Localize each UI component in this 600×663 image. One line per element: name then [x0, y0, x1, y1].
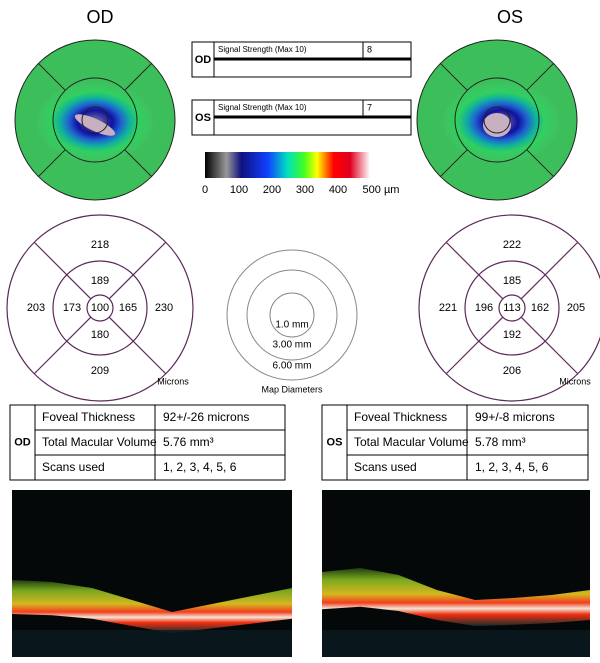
scale-label: 0 — [202, 184, 208, 196]
map-ring — [81, 106, 109, 134]
table-label: Total Macular Volume — [354, 435, 469, 449]
map-ring — [52, 77, 138, 163]
table-frame — [9, 404, 286, 481]
map-spoke — [526, 149, 554, 177]
grid-spoke — [445, 241, 504, 300]
scan-noise — [12, 630, 292, 657]
color-scale — [205, 152, 370, 178]
retina-layer — [322, 568, 590, 626]
map-ring — [454, 77, 540, 163]
grid-ring — [464, 260, 560, 356]
grid-unit: Microns — [559, 376, 591, 386]
table-frame — [321, 404, 589, 481]
diameter-label: 1.0 mm — [275, 320, 308, 331]
grid-spoke — [108, 241, 167, 300]
grid-spoke — [520, 241, 579, 300]
grid-outer: 230 — [155, 302, 173, 314]
grid-center: 100 — [91, 302, 109, 314]
grid-ring — [498, 294, 526, 322]
table-value: 99+/-8 microns — [475, 410, 555, 424]
grid-outer: 209 — [91, 365, 109, 377]
table-value: 1, 2, 3, 4, 5, 6 — [163, 460, 237, 474]
scale-label: 200 — [263, 184, 281, 196]
scan-noise — [322, 630, 590, 657]
grid-spoke — [33, 316, 92, 375]
table-value: 92+/-26 microns — [163, 410, 249, 424]
grid-spoke — [108, 316, 167, 375]
signal-value: 7 — [367, 102, 372, 112]
map-spoke — [440, 63, 468, 91]
grid-inner: 165 — [119, 302, 137, 314]
table-label: Total Macular Volume — [42, 435, 157, 449]
grid-inner: 162 — [531, 302, 549, 314]
grid-outer: 203 — [27, 302, 45, 314]
signal-eye: OS — [195, 112, 211, 124]
map-spoke — [38, 149, 66, 177]
diameter-title: Map Diameters — [261, 384, 323, 394]
grid-ring — [6, 214, 194, 402]
grid-inner: 180 — [91, 329, 109, 341]
scale-label: 400 — [329, 184, 347, 196]
table-value: 5.76 mm³ — [163, 435, 214, 449]
grid-ring — [86, 294, 114, 322]
grid-outer: 221 — [439, 302, 457, 314]
grid-ring — [52, 260, 148, 356]
diameter-ring — [226, 249, 358, 381]
grid-unit: Microns — [157, 376, 189, 386]
grid-outer: 205 — [567, 302, 585, 314]
scale-label: 300 — [296, 184, 314, 196]
table-label: Foveal Thickness — [42, 410, 135, 424]
table-label: Foveal Thickness — [354, 410, 447, 424]
scale-label: 100 — [230, 184, 248, 196]
table-label: Scans used — [354, 460, 417, 474]
table-eye: OD — [14, 436, 31, 448]
map-spoke — [38, 63, 66, 91]
map-fovea — [74, 114, 116, 136]
grid-inner: 185 — [503, 275, 521, 287]
scale-label: 500 µm — [363, 184, 400, 196]
diameter-label: 6.00 mm — [273, 361, 312, 372]
table-value: 1, 2, 3, 4, 5, 6 — [475, 460, 549, 474]
map-spoke — [124, 63, 152, 91]
grid-inner: 196 — [475, 302, 493, 314]
diameter-ring — [269, 292, 315, 338]
eye-header: OS — [497, 7, 523, 27]
map-ring — [483, 106, 511, 134]
map-spoke — [526, 63, 554, 91]
grid-center: 113 — [503, 302, 521, 314]
grid-spoke — [520, 316, 579, 375]
map-spoke — [440, 149, 468, 177]
eye-header: OD — [87, 7, 114, 27]
map-ring — [14, 39, 176, 201]
grid-spoke — [33, 241, 92, 300]
grid-ring — [418, 214, 600, 402]
grid-inner: 189 — [91, 275, 109, 287]
grid-outer: 218 — [91, 239, 109, 251]
grid-inner: 192 — [503, 329, 521, 341]
signal-label: Signal Strength (Max 10) — [218, 103, 307, 112]
grid-inner: 173 — [63, 302, 81, 314]
retina-layer — [12, 580, 292, 634]
grid-spoke — [445, 316, 504, 375]
grid-outer: 206 — [503, 365, 521, 377]
grid-outer: 222 — [503, 239, 521, 251]
map-ring — [416, 39, 578, 201]
map-spoke — [124, 149, 152, 177]
signal-label: Signal Strength (Max 10) — [218, 45, 307, 54]
table-eye: OS — [327, 436, 343, 448]
diameter-label: 3.00 mm — [273, 340, 312, 351]
table-label: Scans used — [42, 460, 105, 474]
signal-eye: OD — [195, 54, 212, 66]
signal-value: 8 — [367, 44, 372, 54]
diameter-ring — [246, 269, 338, 361]
table-value: 5.78 mm³ — [475, 435, 526, 449]
